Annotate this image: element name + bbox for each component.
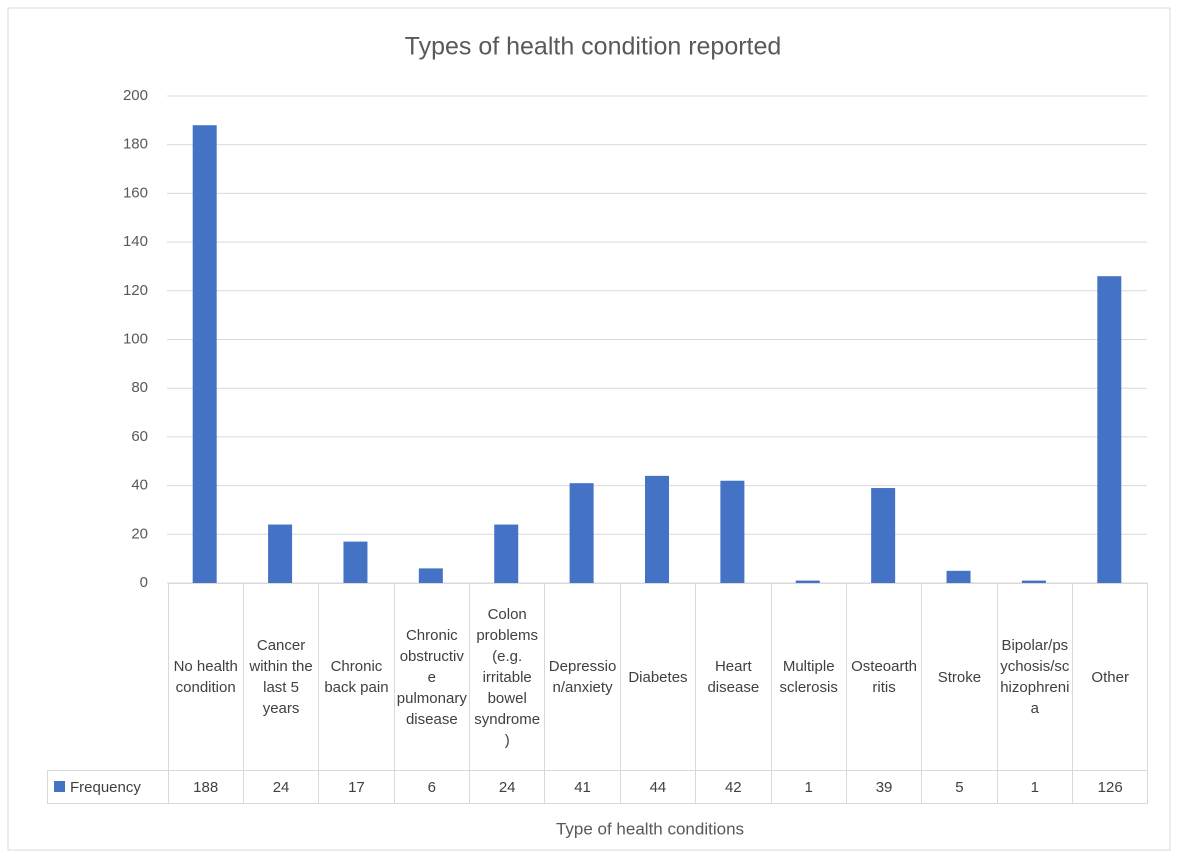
- category-label: Multiple sclerosis: [770, 583, 847, 771]
- data-table: No health condition Cancer within the las…: [47, 583, 1149, 804]
- value-label: 41: [544, 770, 621, 804]
- bar: [1021, 580, 1046, 583]
- value-label: 24: [468, 770, 546, 804]
- category-label: Chronic obstructive pulmonary disease: [393, 583, 471, 771]
- bar: [720, 480, 745, 583]
- bar: [192, 125, 217, 583]
- legend-cell: Frequency: [47, 770, 169, 804]
- category-label: Stroke: [921, 583, 998, 771]
- value-label: 5: [921, 770, 998, 804]
- y-tick-label: 100: [123, 330, 148, 347]
- value-label: 39: [845, 770, 923, 804]
- value-label: 1: [770, 770, 847, 804]
- category-label: Bipolar/psychosis/schizophrenia: [996, 583, 1074, 771]
- bar: [795, 580, 820, 583]
- value-label: 1: [996, 770, 1074, 804]
- value-label: 126: [1071, 770, 1149, 804]
- category-label: Colon problems (e.g. irritable bowel syn…: [468, 583, 546, 771]
- value-label: 44: [619, 770, 697, 804]
- category-label: Cancer within the last 5 years: [242, 583, 320, 771]
- bar: [871, 488, 896, 583]
- y-tick-label: 60: [131, 428, 148, 445]
- category-label: Diabetes: [619, 583, 697, 771]
- bar: [494, 524, 519, 583]
- y-tick-label: 20: [131, 525, 148, 542]
- category-label: No health condition: [167, 583, 244, 771]
- y-tick-label: 40: [131, 477, 148, 494]
- bar: [418, 568, 443, 583]
- value-label: 17: [318, 770, 395, 804]
- value-label: 6: [393, 770, 471, 804]
- bar: [268, 524, 293, 583]
- y-tick-label: 80: [131, 379, 148, 396]
- category-label: Depression/anxiety: [544, 583, 621, 771]
- bar: [1097, 276, 1122, 583]
- category-label: Other: [1071, 583, 1149, 771]
- bar: [946, 570, 971, 583]
- bar: [645, 475, 669, 583]
- bar: [569, 483, 594, 583]
- y-tick-label: 200: [123, 87, 148, 104]
- y-tick-label: 140: [123, 233, 148, 250]
- category-label: Chronic back pain: [318, 583, 395, 771]
- category-row: No health condition Cancer within the las…: [48, 583, 1149, 771]
- legend-key: [54, 780, 65, 792]
- legend-label: Frequency: [70, 778, 141, 796]
- category-label: Heart disease: [695, 583, 772, 771]
- y-tick-label: 180: [123, 136, 148, 153]
- category-label: Osteoarthritis: [845, 583, 923, 771]
- x-axis-title: Type of health conditions: [556, 819, 744, 838]
- blank-cell: [48, 584, 169, 771]
- chart-title: Types of health condition reported: [405, 33, 782, 61]
- value-label: 42: [695, 770, 772, 804]
- value-row: Frequency 188 24 17 6 24 41 44 42 1 39 5 1 126: [47, 770, 1149, 804]
- value-label: 24: [242, 770, 320, 804]
- bar: [343, 541, 368, 583]
- y-tick-label: 0: [140, 574, 148, 591]
- y-tick-label: 160: [123, 184, 148, 201]
- y-tick-label: 120: [123, 282, 148, 299]
- value-label: 188: [167, 770, 244, 804]
